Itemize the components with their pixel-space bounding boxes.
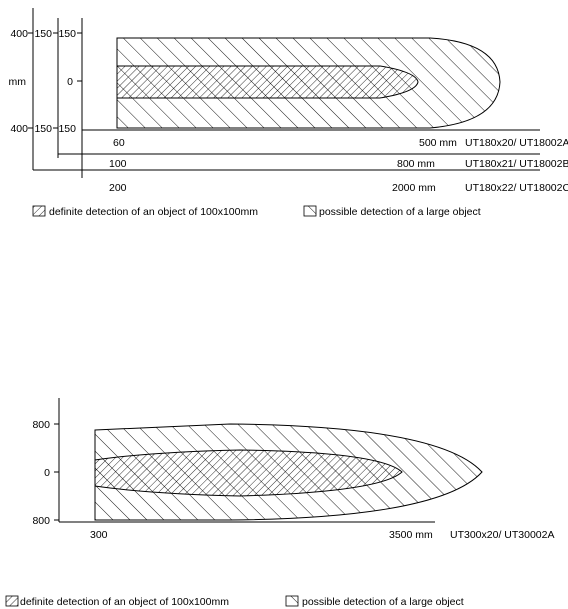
range-c-end: 2000 mm [392,182,436,194]
y-center-label: 0 [44,467,50,479]
range-c-model: UT180x22/ UT18002C [465,182,568,194]
range-end: 3500 mm [389,529,433,541]
outer-top-label: 400 [10,28,28,40]
definite-detection-zone [94,449,403,497]
legend-definite-swatch [32,205,46,217]
outer-unit-label: mm [9,76,27,88]
middle-bottom-label: 150 [34,123,52,135]
range-a-end: 500 mm [419,137,457,149]
legend-definite-label: definite detection of an object of 100x1… [49,206,258,218]
range-a-model: UT180x20/ UT18002A [465,137,568,149]
definite-detection-zone [116,65,419,99]
range-b-end: 800 mm [397,158,435,170]
middle-top-label: 150 [34,28,52,40]
y-bottom-label: 800 [32,515,50,527]
outer-bottom-label: 400 [10,123,28,135]
range-b-model: UT180x21/ UT18002B [465,158,568,170]
range-a-start: 60 [113,137,125,149]
legend-possible-swatch [285,595,299,607]
legend-possible-label: possible detection of a large object [319,206,481,218]
range-model: UT300x20/ UT30002A [450,529,554,541]
range-start: 300 [90,529,108,541]
inner-center-label: 0 [67,76,73,88]
y-top-label: 800 [32,419,50,431]
legend-definite-swatch [5,595,19,607]
legend-definite-label: definite detection of an object of 100x1… [20,596,229,608]
bottom-diagram: 800 0 800 300 3500 mm UT300x20/ UT30002A… [5,398,554,608]
legend-possible-label: possible detection of a large object [302,596,464,608]
inner-bottom-label: 150 [58,123,76,135]
inner-top-label: 150 [58,28,76,40]
legend-possible-swatch [303,205,317,217]
range-c-start: 200 [109,182,127,194]
top-diagram: 400 150 150 mm 0 400 150 150 60 500 mm U… [9,8,568,218]
range-b-start: 100 [109,158,127,170]
